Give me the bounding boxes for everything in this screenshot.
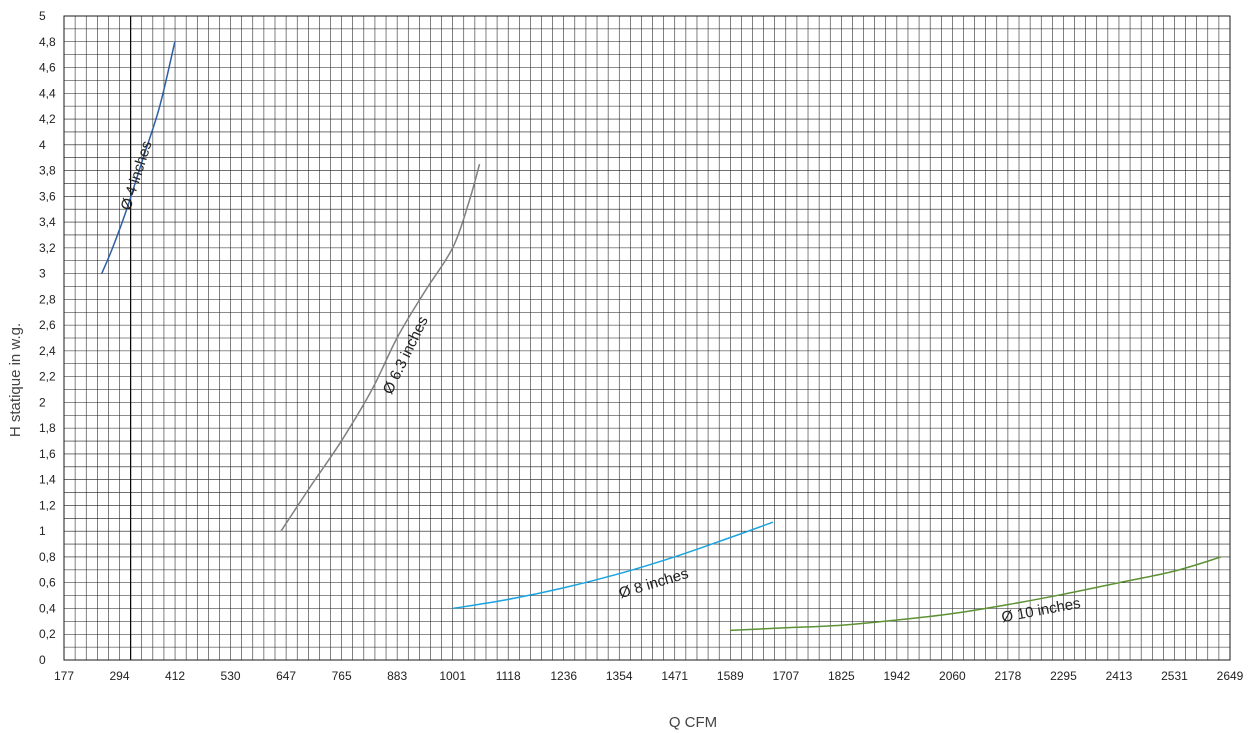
x-tick-label: 647 (276, 669, 296, 683)
x-tick-label: 1236 (550, 669, 577, 683)
x-tick-label: 1707 (772, 669, 799, 683)
y-tick-label: 1,4 (39, 473, 56, 487)
y-tick-label: 3,2 (39, 241, 56, 255)
x-tick-label: 2295 (1050, 669, 1077, 683)
y-tick-label: 4,6 (39, 61, 56, 75)
y-tick-label: 0,2 (39, 627, 56, 641)
x-tick-label: 1589 (717, 669, 744, 683)
series-label: Ø 4 inches (118, 139, 156, 212)
x-tick-label: 2178 (995, 669, 1022, 683)
plot-frame (63, 15, 1231, 661)
series-line (452, 521, 774, 610)
x-tick-label: 2649 (1217, 669, 1244, 683)
y-tick-label: 4,2 (39, 112, 56, 126)
y-tick-label: 1,8 (39, 421, 56, 435)
x-tick-label: 883 (387, 669, 407, 683)
x-tick-label: 2413 (1106, 669, 1133, 683)
y-axis-ticks: 0 0,2 0,4 0,6 0,8 1 1,2 1,4 1,6 1,8 2 2,2 2,4 2,6 2,8 3… (39, 9, 56, 667)
y-tick-label: 3 (39, 267, 46, 281)
x-axis-ticks: 177 294 412 530 647 765 883 1001 1118 1236 1354 147… (54, 669, 1244, 683)
series-line (729, 556, 1222, 632)
y-tick-label: 0,6 (39, 576, 56, 590)
y-tick-label: 0,4 (39, 601, 56, 615)
grid-minor (63, 15, 1231, 661)
y-tick-label: 3,8 (39, 164, 56, 178)
series-label: Ø 6.3 inches (380, 314, 432, 397)
series-line (101, 41, 176, 274)
x-axis-title: Q CFM (669, 714, 717, 731)
y-tick-label: 1,6 (39, 447, 56, 461)
x-tick-label: 1118 (496, 669, 521, 683)
y-tick-label: 0 (39, 653, 46, 667)
x-tick-label: 412 (165, 669, 185, 683)
plot-border (63, 15, 1231, 661)
x-tick-label: 1825 (828, 669, 855, 683)
y-tick-label: 2,8 (39, 292, 56, 306)
x-tick-label: 2531 (1161, 669, 1188, 683)
x-tick-label: 294 (110, 669, 130, 683)
y-tick-label: 4,4 (39, 86, 56, 100)
y-tick-label: 2 (39, 395, 46, 409)
y-tick-label: 2,2 (39, 370, 56, 384)
y-tick-label: 1,2 (39, 498, 56, 512)
y-tick-label: 2,4 (39, 344, 56, 358)
y-tick-label: 4 (39, 138, 46, 152)
y-tick-label: 2,6 (39, 318, 56, 332)
x-tick-label: 177 (54, 669, 74, 683)
x-tick-label: 530 (221, 669, 241, 683)
x-tick-label: 2060 (939, 669, 966, 683)
y-tick-label: 3,6 (39, 189, 56, 203)
series-line (280, 163, 481, 532)
y-tick-label: 5 (39, 9, 46, 23)
x-tick-label: 1001 (439, 669, 466, 683)
y-axis-title: H statique in w.g. (7, 323, 24, 437)
x-tick-label: 1942 (884, 669, 911, 683)
y-tick-label: 0,8 (39, 550, 56, 564)
x-tick-label: 765 (332, 669, 352, 683)
y-tick-label: 3,4 (39, 215, 56, 229)
y-tick-label: 4,8 (39, 35, 56, 49)
x-tick-label: 1354 (606, 669, 633, 683)
y-tick-label: 1 (39, 524, 46, 538)
x-tick-label: 1471 (661, 669, 688, 683)
